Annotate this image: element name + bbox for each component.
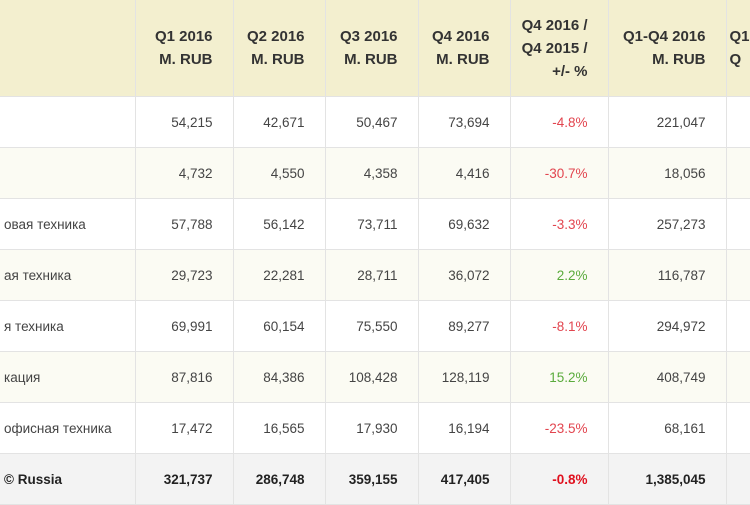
q4-value: 16,194 <box>417 402 511 454</box>
row-label: ая техника <box>0 249 136 301</box>
q4-value: 36,072 <box>417 249 511 301</box>
q2-value: 42,671 <box>232 96 326 148</box>
q1-value: 4,732 <box>134 147 234 199</box>
year-total: 257,273 <box>607 198 727 250</box>
year-total: 18,056 <box>607 147 727 199</box>
table-row: ая техника 29,723 22,281 28,711 36,072 2.2% 11… <box>0 249 750 301</box>
partial-column <box>725 198 750 250</box>
q3-value: 28,711 <box>324 249 419 301</box>
q2-value: 16,565 <box>232 402 326 454</box>
header-row: Q1 2016 M. RUB Q2 2016 M. RUB Q3 2016 M. R… <box>0 0 750 97</box>
change-percent: -0.8% <box>509 453 609 505</box>
column-header[interactable] <box>0 0 136 97</box>
q1-value: 321,737 <box>134 453 234 505</box>
partial-column <box>725 96 750 148</box>
column-header[interactable]: Q2 2016 M. RUB <box>232 0 326 97</box>
q3-value: 50,467 <box>324 96 419 148</box>
q1-value: 17,472 <box>134 402 234 454</box>
q1-value: 54,215 <box>134 96 234 148</box>
q3-value: 4,358 <box>324 147 419 199</box>
q2-value: 286,748 <box>232 453 326 505</box>
change-percent: -8.1% <box>509 300 609 352</box>
q1-value: 29,723 <box>134 249 234 301</box>
q2-value: 84,386 <box>232 351 326 403</box>
change-percent: -30.7% <box>509 147 609 199</box>
row-label: офисная техника <box>0 402 136 454</box>
q4-value: 69,632 <box>417 198 511 250</box>
q2-value: 4,550 <box>232 147 326 199</box>
change-percent: -23.5% <box>509 402 609 454</box>
q3-value: 17,930 <box>324 402 419 454</box>
q3-value: 359,155 <box>324 453 419 505</box>
partial-column <box>725 300 750 352</box>
q2-value: 56,142 <box>232 198 326 250</box>
partial-column <box>725 402 750 454</box>
partial-column <box>725 351 750 403</box>
change-percent: 15.2% <box>509 351 609 403</box>
q1-value: 87,816 <box>134 351 234 403</box>
total-row: © Russia 321,737 286,748 359,155 417,405 -0.8… <box>0 453 750 505</box>
column-header[interactable]: Q1 2016 M. RUB <box>134 0 234 97</box>
year-total: 1,385,045 <box>607 453 727 505</box>
year-total: 221,047 <box>607 96 727 148</box>
q2-value: 60,154 <box>232 300 326 352</box>
table-row: кация 87,816 84,386 108,428 128,119 15.2% 408,… <box>0 351 750 403</box>
year-total: 116,787 <box>607 249 727 301</box>
q1-value: 69,991 <box>134 300 234 352</box>
row-label: © Russia <box>0 453 136 505</box>
change-percent: 2.2% <box>509 249 609 301</box>
q3-value: 75,550 <box>324 300 419 352</box>
change-percent: -3.3% <box>509 198 609 250</box>
partial-column <box>725 249 750 301</box>
table-row: я техника 69,991 60,154 75,550 89,277 -8.1% 29… <box>0 300 750 352</box>
column-header[interactable]: Q4 2016 M. RUB <box>417 0 511 97</box>
partial-column <box>725 147 750 199</box>
q4-value: 4,416 <box>417 147 511 199</box>
change-percent: -4.8% <box>509 96 609 148</box>
table-row: офисная техника 17,472 16,565 17,930 16,194-… <box>0 402 750 454</box>
partial-column <box>725 453 750 505</box>
table-row: 54,215 42,671 50,467 73,694 -4.8% 221,047 <box>0 96 750 148</box>
year-total: 294,972 <box>607 300 727 352</box>
q2-value: 22,281 <box>232 249 326 301</box>
year-total: 68,161 <box>607 402 727 454</box>
row-label: я техника <box>0 300 136 352</box>
q4-value: 73,694 <box>417 96 511 148</box>
row-label <box>0 96 136 148</box>
table-row: 4,732 4,550 4,358 4,416 -30.7% 18,056 <box>0 147 750 199</box>
row-label <box>0 147 136 199</box>
q3-value: 108,428 <box>324 351 419 403</box>
column-header[interactable]: Q1-Q4 2016 M. RUB <box>607 0 727 97</box>
year-total: 408,749 <box>607 351 727 403</box>
row-label: кация <box>0 351 136 403</box>
column-header[interactable]: Q1 Q <box>725 0 750 97</box>
q4-value: 128,119 <box>417 351 511 403</box>
row-label: овая техника <box>0 198 136 250</box>
q1-value: 57,788 <box>134 198 234 250</box>
table-row: овая техника 57,788 56,142 73,711 69,632 -3.3… <box>0 198 750 250</box>
column-header[interactable]: Q3 2016 M. RUB <box>324 0 419 97</box>
column-header[interactable]: Q4 2016 / Q4 2015 / +/- % <box>509 0 609 97</box>
q3-value: 73,711 <box>324 198 419 250</box>
q4-value: 417,405 <box>417 453 511 505</box>
q4-value: 89,277 <box>417 300 511 352</box>
